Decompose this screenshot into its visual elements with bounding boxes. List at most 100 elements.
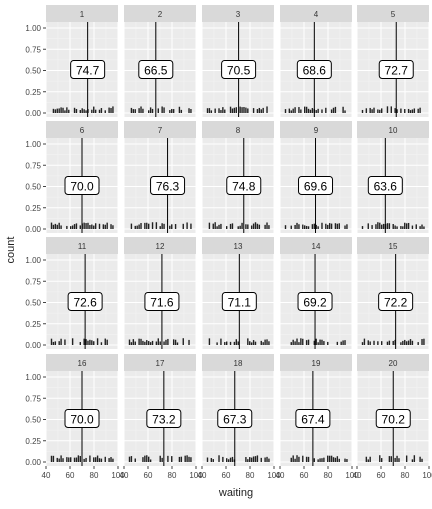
mean-label-box — [144, 292, 180, 311]
mean-label-box — [67, 292, 103, 311]
histogram-bar — [58, 108, 60, 113]
facet-strip — [46, 121, 118, 138]
histogram-bar — [369, 341, 371, 345]
histogram-bar — [394, 108, 396, 113]
y-tick-label: 0.50 — [25, 67, 41, 76]
histogram-bar — [330, 109, 333, 113]
facet-panel: 14 69.2 — [279, 237, 353, 349]
mean-label-box — [150, 176, 186, 195]
facet-strip-label: 14 — [312, 242, 321, 251]
histogram-bar — [163, 223, 165, 229]
mean-label-box — [378, 60, 414, 79]
histogram-bar — [386, 223, 389, 229]
histogram-bar — [222, 107, 224, 113]
histogram-bar — [405, 223, 408, 229]
histogram-bar — [328, 223, 331, 229]
histogram-bar — [268, 225, 270, 229]
histogram-bar — [256, 109, 259, 113]
facet-strip — [357, 121, 429, 138]
histogram-bar — [305, 106, 308, 113]
histogram-bar — [400, 226, 402, 229]
histogram-bar — [54, 223, 57, 229]
histogram-bar — [81, 108, 83, 113]
x-tick-label: 80 — [246, 471, 255, 480]
histogram-bar — [321, 458, 323, 462]
histogram-bar — [298, 107, 300, 113]
histogram-bar — [245, 457, 247, 462]
histogram-bar — [361, 109, 364, 113]
histogram-bar — [264, 339, 266, 345]
histogram-bar — [138, 108, 140, 113]
histogram-bar — [367, 340, 369, 345]
histogram-bar — [305, 225, 308, 229]
histogram-bar — [64, 110, 66, 113]
histogram-bar — [377, 109, 379, 113]
facet-strip — [124, 5, 196, 22]
histogram-bar — [144, 222, 146, 229]
histogram-bar — [266, 339, 268, 345]
histogram-bar — [411, 109, 414, 113]
facet-panel: 874.8 — [201, 121, 275, 233]
histogram-bar — [142, 108, 144, 113]
facet-panel: 19 67.4 40 60 80 100 — [276, 354, 359, 480]
histogram-bar — [226, 341, 228, 345]
histogram-bar — [382, 223, 385, 229]
histogram-bar — [134, 458, 136, 462]
histogram-bar — [98, 223, 101, 229]
facet-panel: 370.5 — [201, 5, 275, 117]
histogram-bar — [309, 109, 312, 113]
histogram-bar — [186, 455, 188, 462]
histogram-bar — [151, 108, 154, 113]
mean-label-box — [221, 60, 257, 79]
histogram-bar — [210, 110, 213, 113]
histogram-bar — [319, 339, 321, 345]
histogram-bar — [146, 340, 148, 345]
histogram-bar — [421, 224, 423, 229]
histogram-bar — [239, 225, 241, 229]
facet-strip-label: 12 — [156, 242, 165, 251]
facet-strip-label: 9 — [314, 126, 319, 135]
histogram-bar — [311, 108, 314, 113]
histogram-bar — [379, 109, 381, 113]
mean-label-box — [298, 176, 334, 195]
y-tick-label: 0.50 — [25, 183, 41, 192]
histogram-bar — [180, 456, 183, 462]
x-tick-label: 60 — [300, 471, 309, 480]
histogram-bar — [292, 339, 294, 345]
facet-strip — [357, 354, 429, 371]
histogram-bar — [250, 457, 253, 462]
histogram-bar — [132, 339, 135, 345]
mean-label-box — [375, 409, 411, 428]
histogram-bar — [226, 458, 228, 462]
mean-label: 71.6 — [150, 296, 174, 310]
histogram-bar — [112, 458, 114, 462]
histogram-bar — [146, 455, 148, 462]
histogram-bar — [50, 222, 53, 229]
y-tick-label: 1.00 — [25, 140, 41, 149]
histogram-bar — [220, 223, 222, 229]
histogram-bar — [87, 222, 89, 229]
histogram-bar — [163, 341, 165, 345]
mean-label-box — [217, 409, 253, 428]
x-tick-label: 40 — [276, 471, 285, 480]
mean-label-box — [378, 292, 414, 311]
histogram-bar — [419, 456, 421, 462]
histogram-bar — [94, 223, 97, 229]
histogram-bar — [296, 222, 298, 229]
histogram-bar — [206, 108, 209, 113]
histogram-bar — [336, 341, 339, 345]
histogram-bar — [346, 224, 348, 229]
y-tick-label: 0.00 — [25, 341, 41, 350]
histogram-bar — [148, 456, 150, 462]
histogram-bar — [334, 106, 337, 113]
histogram-bar — [208, 108, 211, 113]
histogram-bar — [110, 107, 112, 113]
histogram-bar — [91, 340, 93, 345]
histogram-bar — [302, 338, 304, 345]
mean-label: 74.8 — [232, 180, 256, 194]
y-tick-label: 0.25 — [25, 88, 41, 97]
histogram-bar — [178, 456, 181, 462]
histogram-bar — [208, 338, 211, 345]
histogram-bar — [52, 108, 55, 113]
histogram-bar — [298, 224, 300, 229]
